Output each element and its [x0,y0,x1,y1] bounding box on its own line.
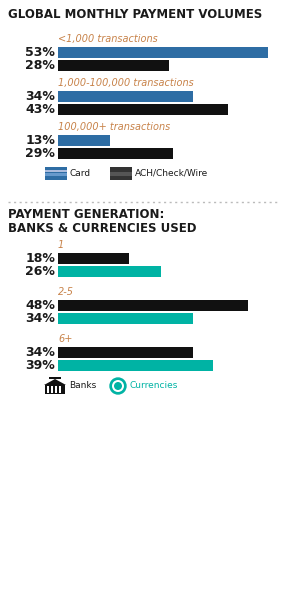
FancyBboxPatch shape [58,360,212,371]
FancyBboxPatch shape [58,300,248,311]
Text: 6+: 6+ [58,334,72,344]
FancyBboxPatch shape [58,91,193,102]
Polygon shape [44,379,66,385]
Text: 34%: 34% [25,90,55,103]
Text: <1,000 transactions: <1,000 transactions [58,34,158,44]
Text: PAYMENT GENERATION:: PAYMENT GENERATION: [8,208,164,221]
FancyBboxPatch shape [58,313,193,324]
FancyBboxPatch shape [49,377,61,379]
FancyBboxPatch shape [110,172,132,176]
Circle shape [114,382,122,390]
FancyBboxPatch shape [58,135,110,146]
FancyBboxPatch shape [59,386,61,393]
Text: 29%: 29% [25,147,55,160]
FancyBboxPatch shape [47,386,49,393]
FancyBboxPatch shape [58,60,169,71]
FancyBboxPatch shape [58,347,193,358]
Text: 43%: 43% [25,103,55,116]
FancyBboxPatch shape [45,170,67,172]
Text: Currencies: Currencies [129,382,177,391]
Text: GLOBAL MONTHLY PAYMENT VOLUMES: GLOBAL MONTHLY PAYMENT VOLUMES [8,8,262,21]
Text: ACH/Check/Wire: ACH/Check/Wire [135,169,208,178]
Text: 28%: 28% [25,59,55,72]
FancyBboxPatch shape [45,167,67,180]
FancyBboxPatch shape [58,148,173,159]
Text: 13%: 13% [25,134,55,147]
Text: 48%: 48% [25,299,55,312]
FancyBboxPatch shape [55,386,57,393]
Text: 53%: 53% [25,46,55,59]
FancyBboxPatch shape [58,253,129,264]
FancyBboxPatch shape [45,385,65,394]
FancyBboxPatch shape [51,386,53,393]
Text: 18%: 18% [25,252,55,265]
Text: 1,000-100,000 transactions: 1,000-100,000 transactions [58,78,194,88]
FancyBboxPatch shape [58,104,229,115]
Circle shape [110,378,126,394]
Text: Card: Card [70,169,91,178]
Text: 100,000+ transactions: 100,000+ transactions [58,122,170,132]
Text: 2-5: 2-5 [58,287,74,297]
Text: 34%: 34% [25,346,55,359]
Text: BANKS & CURRENCIES USED: BANKS & CURRENCIES USED [8,222,196,235]
Text: 34%: 34% [25,312,55,325]
FancyBboxPatch shape [110,167,132,180]
FancyBboxPatch shape [58,47,268,58]
FancyBboxPatch shape [45,173,67,176]
Circle shape [112,380,124,392]
Text: Banks: Banks [69,382,96,391]
Text: 39%: 39% [25,359,55,372]
Text: 26%: 26% [25,265,55,278]
Text: 1: 1 [58,240,64,250]
FancyBboxPatch shape [58,266,161,277]
